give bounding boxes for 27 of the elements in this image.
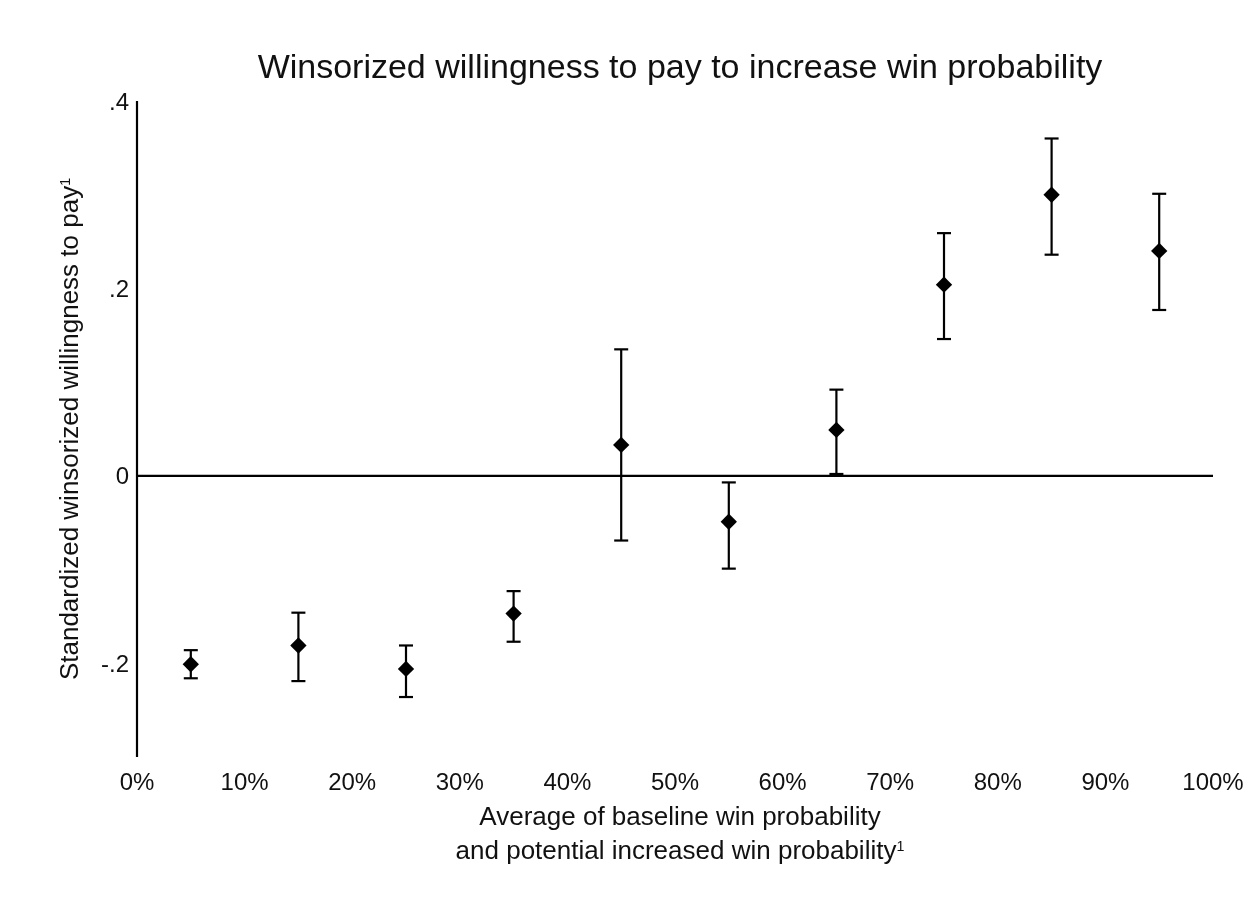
- y-tick-label: 0: [115, 462, 129, 490]
- point: [182, 656, 199, 673]
- x-tick-label: 20%: [328, 768, 377, 795]
- point: [505, 605, 522, 622]
- x-tick-label: 0%: [119, 768, 155, 795]
- y-tick-label: .2: [108, 274, 129, 302]
- chart-title: Winsorized willingness to pay to increase win probability: [257, 47, 1103, 85]
- x-tick-label: 50%: [650, 768, 700, 795]
- x-tick-label: 40%: [543, 768, 592, 795]
- x-tick-label: 60%: [758, 768, 807, 795]
- point: [1151, 242, 1168, 260]
- y-tick-label: -.2: [100, 649, 129, 677]
- point: [720, 513, 737, 530]
- x-tick-label: 70%: [866, 768, 915, 795]
- x-tick-label: 100%: [1182, 768, 1244, 795]
- x-tick-label: 90%: [1081, 768, 1130, 795]
- x-axis-title: Average of baseline win probability and potential increased win probability$^{1}$: [455, 801, 905, 865]
- x-tick-label: 30%: [435, 768, 484, 795]
- point: [613, 436, 630, 454]
- x-tick-label: 10%: [220, 768, 269, 795]
- point: [935, 276, 953, 293]
- point: [290, 637, 307, 654]
- point: [828, 421, 845, 439]
- point: [397, 660, 415, 678]
- point: [1043, 186, 1060, 203]
- x-tick-label: 80%: [973, 768, 1022, 795]
- y-tick-label: .4: [108, 87, 129, 115]
